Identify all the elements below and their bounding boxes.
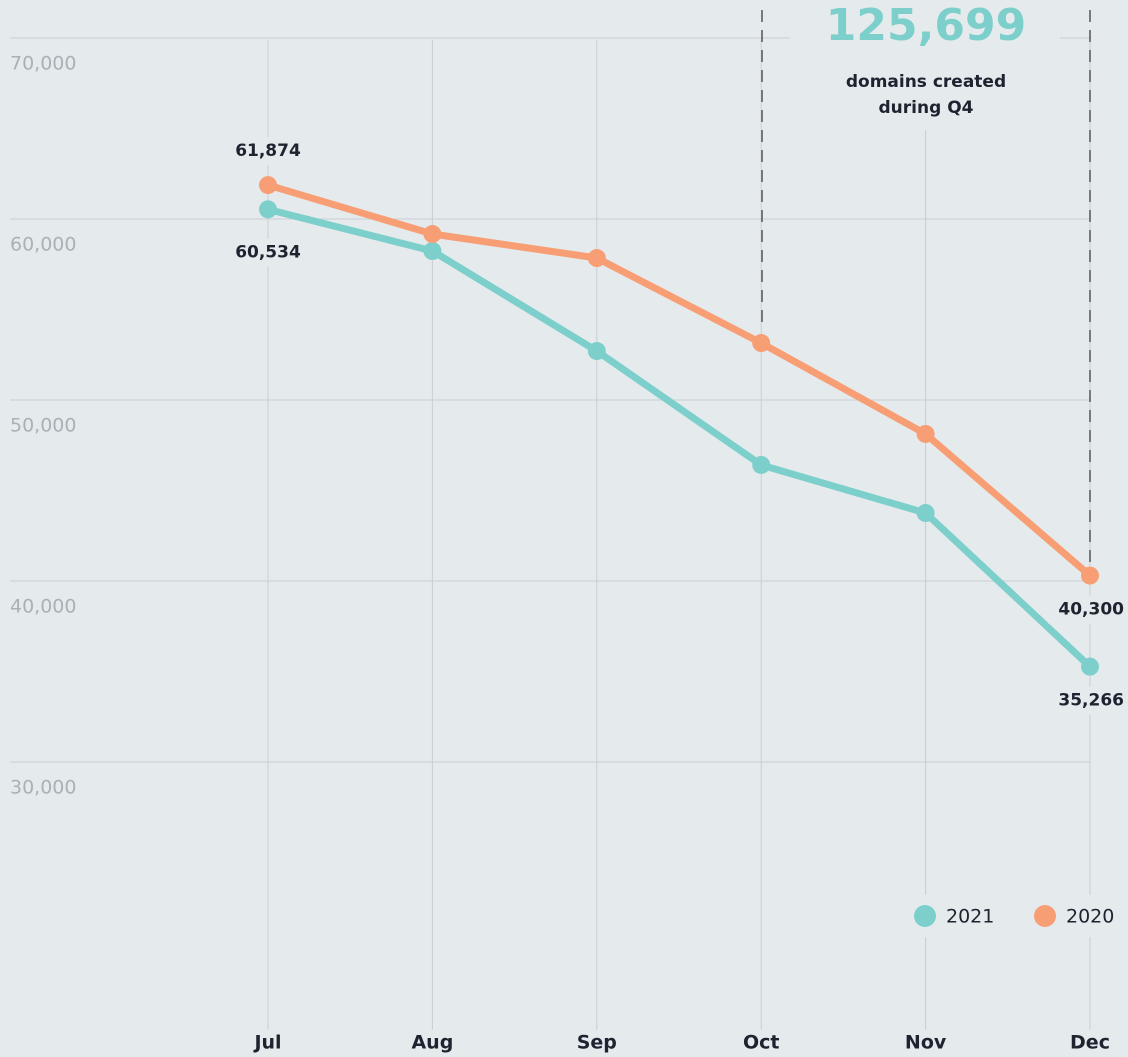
y-tick-label: 30,000 bbox=[10, 777, 76, 799]
point bbox=[259, 200, 277, 219]
y-tick-label: 60,000 bbox=[10, 234, 76, 256]
y-tick-label: 70,000 bbox=[10, 53, 76, 75]
point bbox=[1081, 566, 1099, 585]
point bbox=[752, 334, 771, 353]
label-bg bbox=[1048, 595, 1124, 624]
point bbox=[423, 242, 442, 261]
x-tick-label: Nov bbox=[905, 1032, 947, 1054]
point bbox=[752, 455, 771, 474]
series-line bbox=[267, 205, 1093, 670]
x-tick-label: Oct bbox=[743, 1032, 780, 1054]
data-label: 60,534 bbox=[235, 242, 301, 262]
series-line bbox=[267, 181, 1093, 579]
legend-label: 2020 bbox=[1066, 906, 1114, 928]
x-tick-label: Jul bbox=[252, 1032, 281, 1054]
legend-swatch bbox=[914, 905, 936, 927]
y-tick-label: 50,000 bbox=[10, 415, 76, 437]
legend-label: 2021 bbox=[946, 906, 994, 928]
data-label: 61,874 bbox=[235, 141, 301, 161]
label-bg bbox=[230, 137, 306, 166]
legend-swatch bbox=[1034, 905, 1056, 927]
data-label: 35,266 bbox=[1058, 691, 1124, 711]
annotation-text: during Q4 bbox=[879, 98, 974, 118]
x-tick-label: Dec bbox=[1070, 1032, 1110, 1054]
annotation-text: domains created bbox=[846, 72, 1006, 92]
point bbox=[1081, 657, 1099, 676]
point bbox=[259, 176, 277, 195]
y-tick-label: 40,000 bbox=[10, 596, 76, 618]
point bbox=[587, 342, 606, 361]
label-bg bbox=[1048, 686, 1124, 715]
point bbox=[916, 424, 935, 443]
annotation-bg bbox=[790, 0, 1060, 130]
point bbox=[587, 249, 606, 268]
x-tick-label: Sep bbox=[577, 1032, 617, 1054]
x-tick-label: Aug bbox=[411, 1032, 453, 1054]
point bbox=[916, 503, 935, 522]
label-bg bbox=[230, 238, 306, 267]
data-label: 40,300 bbox=[1058, 600, 1124, 620]
point bbox=[423, 225, 442, 244]
annotation-value: 125,699 bbox=[826, 0, 1026, 51]
